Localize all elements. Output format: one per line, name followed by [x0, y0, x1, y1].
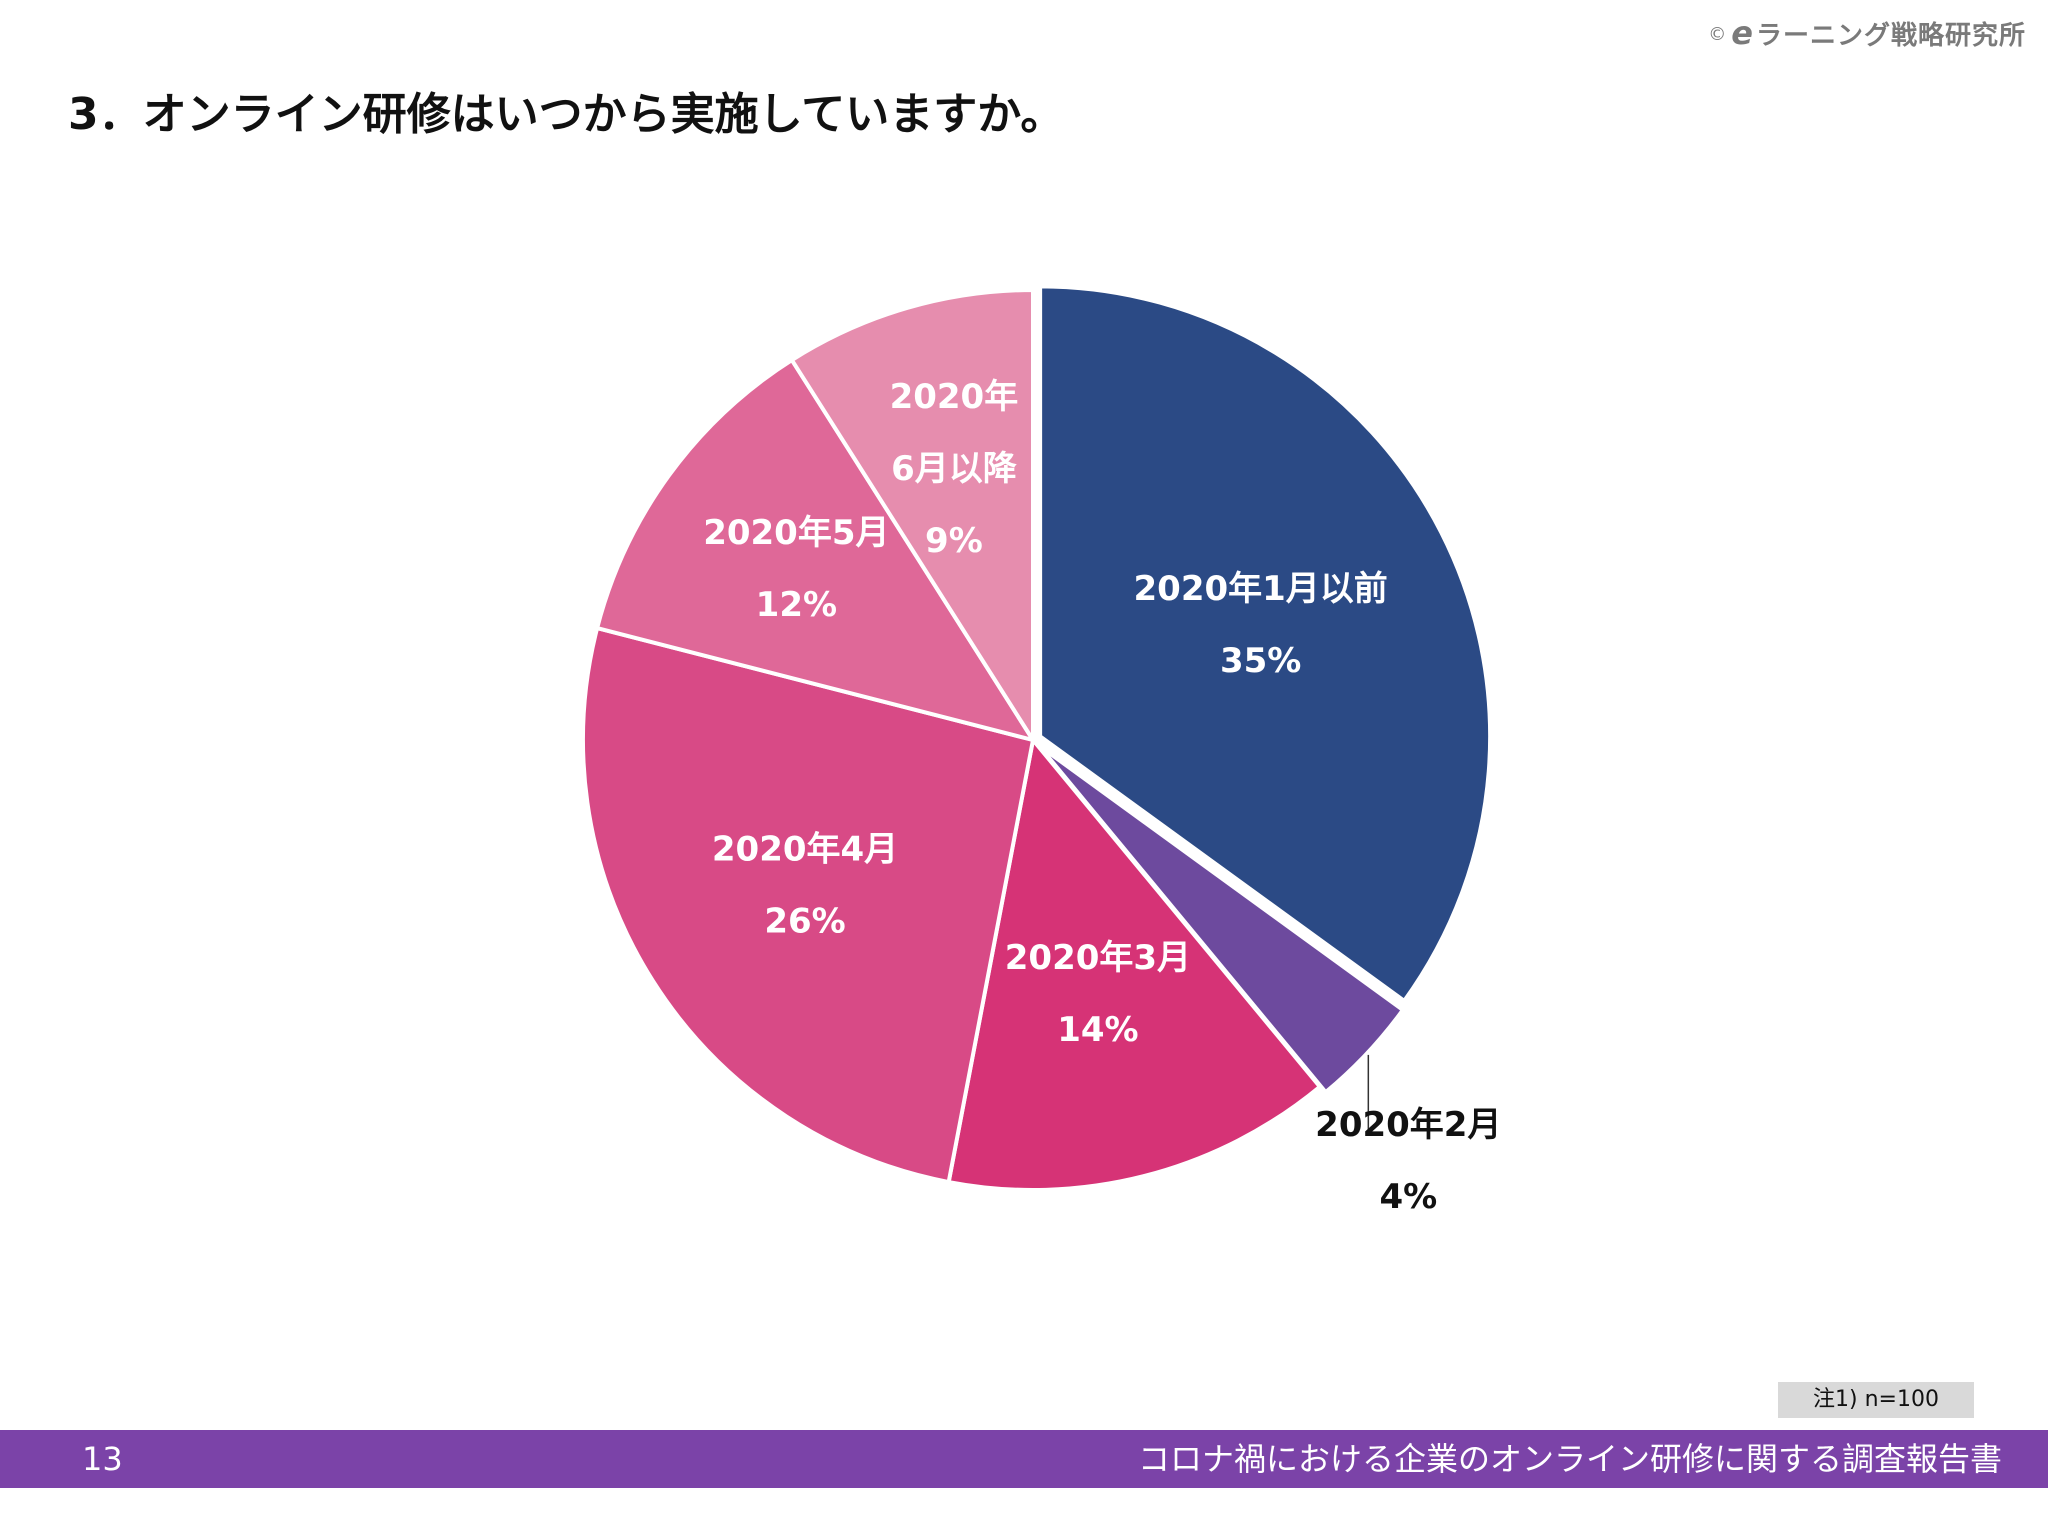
slice-category-label: 2020年5月: [703, 513, 889, 553]
slice-category-label: 2020年2月: [1315, 1105, 1501, 1145]
slice-percent-label: 35%: [1220, 641, 1301, 681]
slice-category-label: 2020年: [890, 377, 1019, 417]
footer-bar: 13 コロナ禍における企業のオンライン研修に関する調査報告書: [0, 1430, 2048, 1488]
pie-slice: [789, 288, 1035, 742]
slice-percent-label: 9%: [925, 521, 983, 561]
slice-category-label: 2020年3月: [1005, 938, 1191, 978]
pie-slice: [1036, 743, 1405, 1095]
brand-e-logo: e: [1731, 14, 1754, 52]
pie-slice: [1038, 284, 1493, 1003]
pie-slice: [581, 626, 1035, 1185]
slice-percent-label: 14%: [1057, 1010, 1138, 1050]
pie-slice: [946, 738, 1322, 1192]
brand-name: ラーニング戦略研究所: [1755, 21, 2026, 51]
slice-category-label: 2020年1月以前: [1134, 569, 1388, 609]
sample-size-note: 注1) n=100: [1778, 1382, 1974, 1418]
page-number: 13: [82, 1440, 123, 1478]
copyright-mark: ©: [1708, 24, 1728, 45]
page-title: 3．オンライン研修はいつから実施していますか。: [68, 89, 1065, 140]
report-title: コロナ禍における企業のオンライン研修に関する調査報告書: [1137, 1440, 2002, 1478]
pie-slice: [595, 358, 1035, 742]
slice-percent-label: 4%: [1379, 1177, 1437, 1217]
slice-category-label: 2020年4月: [712, 830, 898, 870]
copyright-brand: © eラーニング戦略研究所: [1708, 14, 2026, 52]
slice-category-label: 6月以降: [891, 449, 1018, 489]
slice-percent-label: 12%: [756, 585, 837, 625]
pie-labels: 2020年1月以前 35% 2020年2月 4% 2020年3月 14% 2020年4月 26…: [703, 377, 1501, 1217]
pie-slices: [581, 284, 1493, 1192]
slice-percent-label: 26%: [764, 902, 845, 942]
